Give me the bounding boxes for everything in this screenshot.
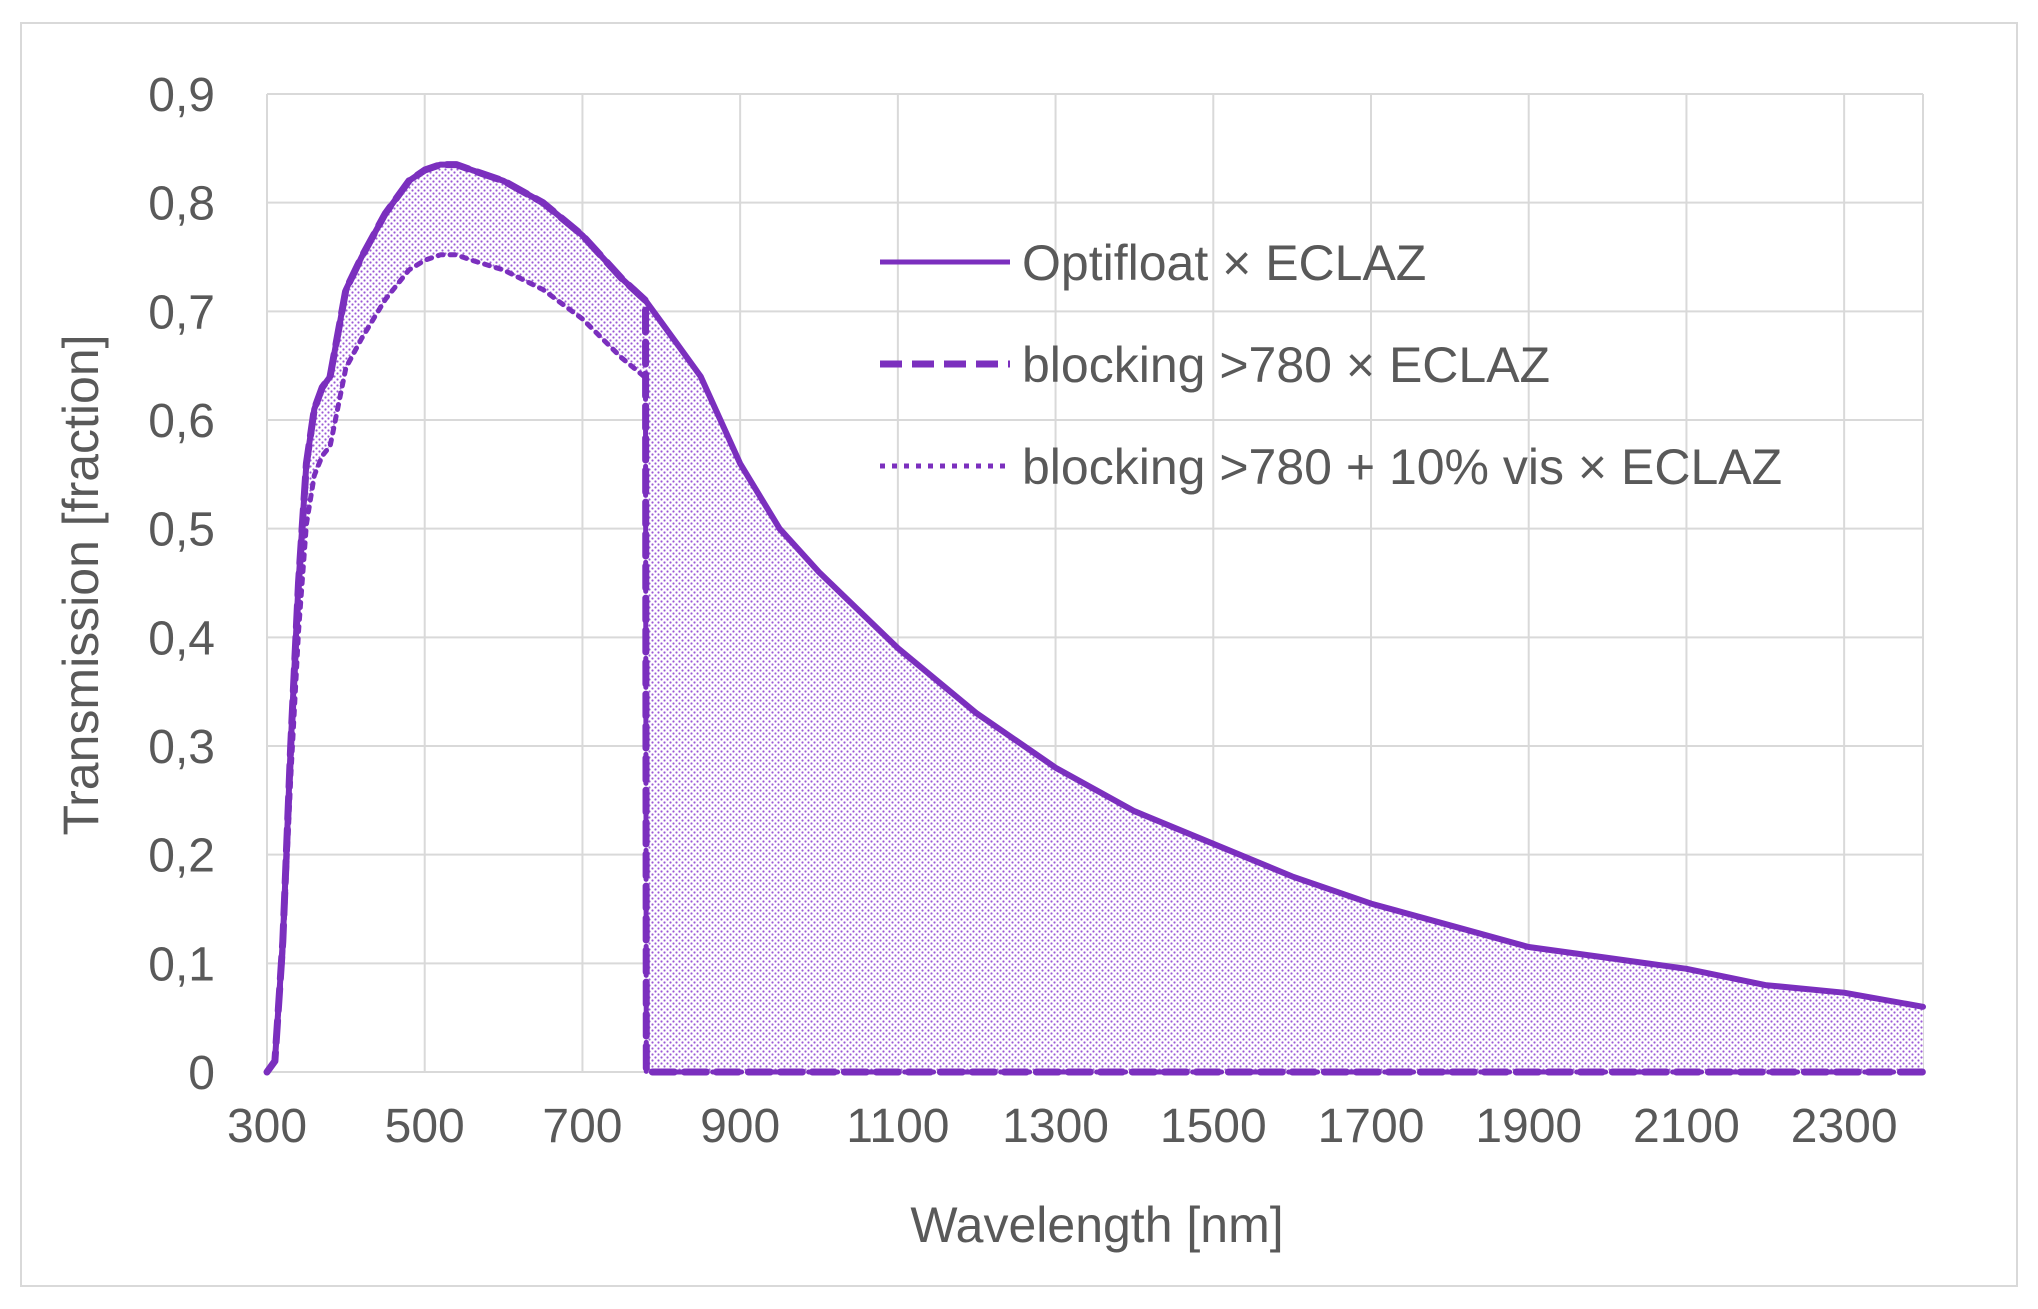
x-tick-label: 1900 xyxy=(1475,1100,1582,1153)
x-tick-label: 900 xyxy=(700,1100,780,1153)
series-line-solid xyxy=(264,161,1926,1075)
legend-label-blocking-780: blocking >780 × ECLAZ xyxy=(1022,337,1550,393)
chart-frame xyxy=(20,22,2018,1287)
x-tick-label: 1100 xyxy=(846,1100,949,1153)
x-tick-label: 1700 xyxy=(1318,1100,1425,1153)
series-lines xyxy=(263,161,1927,1076)
x-tick-label: 700 xyxy=(542,1100,622,1153)
y-tick-label: 0 xyxy=(188,1047,215,1100)
x-tick-label: 1500 xyxy=(1160,1100,1267,1153)
y-axis-title: Transmission [fraction] xyxy=(53,334,109,835)
fill-infrared-area xyxy=(645,300,1923,1072)
x-tick-label: 300 xyxy=(227,1100,307,1153)
y-tick-label: 0,1 xyxy=(148,938,215,991)
y-tick-label: 0,2 xyxy=(148,830,215,883)
x-tick-label: 2100 xyxy=(1633,1100,1740,1153)
y-tick-label: 0,5 xyxy=(148,504,215,557)
x-axis-title: Wavelength [nm] xyxy=(910,1197,1283,1253)
y-tick-label: 0,9 xyxy=(148,69,215,122)
y-tick-label: 0,7 xyxy=(148,286,215,339)
x-tick-label: 2300 xyxy=(1791,1100,1898,1153)
fill-visible-band xyxy=(267,164,646,1073)
legend-label-blocking-780-10vis: blocking >780 + 10% vis × ECLAZ xyxy=(1022,439,1782,495)
legend-label-optifloat: Optifloat × ECLAZ xyxy=(1022,235,1426,291)
y-tick-label: 0,3 xyxy=(148,721,215,774)
y-tick-label: 0,8 xyxy=(148,178,215,231)
x-tick-label: 1300 xyxy=(1002,1100,1109,1153)
tick-labels: 0 0,1 0,2 0,3 0,4 0,5 0,6 0,7 0,8 0,9 300 500 700 900… xyxy=(148,69,1897,1153)
y-tick-label: 0,4 xyxy=(148,612,215,665)
y-tick-label: 0,6 xyxy=(148,395,215,448)
legend: Optifloat × ECLAZ blocking >780 × ECLAZ … xyxy=(880,235,1782,495)
area-fills xyxy=(267,164,1923,1073)
x-tick-label: 500 xyxy=(385,1100,465,1153)
